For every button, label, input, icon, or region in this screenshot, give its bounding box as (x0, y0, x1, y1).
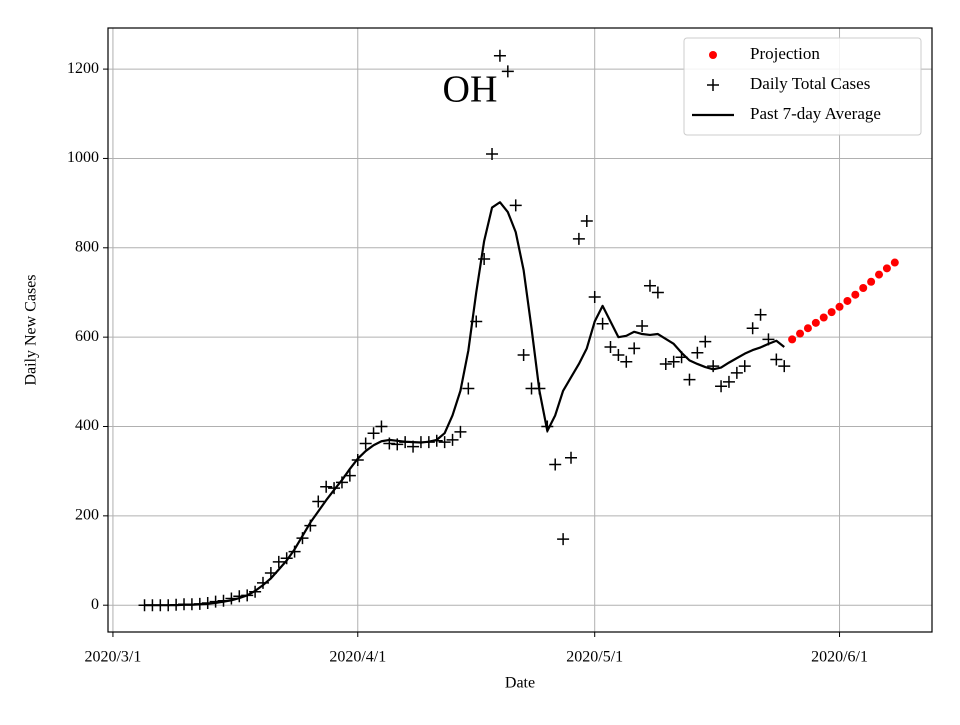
legend-label: Daily Total Cases (750, 74, 870, 93)
case-marker (517, 349, 530, 362)
case-marker (651, 286, 664, 299)
projection-point (803, 324, 812, 333)
case-marker (493, 49, 506, 62)
case-marker (746, 322, 759, 335)
y-tick-label: 600 (75, 328, 99, 345)
x-tick-label: 2020/3/1 (84, 649, 141, 666)
case-marker (580, 214, 593, 227)
y-tick-label: 1200 (67, 60, 99, 77)
x-tick-label: 2020/5/1 (566, 649, 623, 666)
plot-frame (107, 27, 933, 633)
projection-point (890, 258, 899, 267)
projection-point (851, 290, 860, 299)
x-tick-label: 2020/4/1 (329, 649, 386, 666)
case-marker (280, 552, 293, 565)
case-marker (375, 420, 388, 433)
projection-point (811, 318, 820, 327)
case-marker (683, 373, 696, 386)
x-tick-label: 2020/6/1 (811, 649, 868, 666)
projection-point (875, 270, 884, 279)
projection-point (867, 277, 876, 286)
y-tick-label: 0 (91, 596, 99, 613)
case-marker (486, 147, 499, 160)
case-marker (320, 480, 333, 493)
case-marker (367, 427, 380, 440)
case-marker (328, 482, 341, 495)
case-marker (612, 349, 625, 362)
case-marker (620, 355, 633, 368)
case-marker (454, 425, 467, 438)
case-marker (628, 342, 641, 355)
case-marker (699, 335, 712, 348)
legend-label: Projection (750, 44, 820, 63)
case-marker (604, 340, 617, 353)
annotation: OH (443, 69, 498, 111)
y-tick-label: 800 (75, 238, 99, 255)
case-marker (549, 458, 562, 471)
projection-point (835, 302, 844, 311)
case-marker (754, 308, 767, 321)
case-marker (778, 360, 791, 373)
case-marker (312, 495, 325, 508)
projection-point (819, 313, 828, 322)
case-marker (272, 555, 285, 568)
legend-label: Past 7-day Average (750, 104, 881, 123)
legend-box (683, 37, 922, 136)
average-line (144, 201, 785, 607)
projection-point (882, 264, 891, 273)
projection-point (788, 335, 797, 344)
projection-point (827, 308, 836, 317)
case-marker (588, 290, 601, 303)
case-marker (359, 437, 372, 450)
case-marker (770, 353, 783, 366)
case-marker (691, 346, 704, 359)
y-tick-label: 1000 (67, 149, 99, 166)
case-marker (667, 355, 680, 368)
y-axis-label: Daily New Cases (23, 274, 40, 385)
x-axis-label: Date (505, 675, 535, 692)
case-marker (501, 65, 514, 78)
case-marker (715, 380, 728, 393)
case-marker (446, 433, 459, 446)
case-marker (509, 199, 522, 212)
legend-symbol (709, 51, 717, 59)
case-marker (659, 357, 672, 370)
case-marker (730, 366, 743, 379)
case-marker (738, 360, 751, 373)
case-marker (596, 317, 609, 330)
y-tick-label: 200 (75, 507, 99, 524)
case-marker (565, 451, 578, 464)
legend: Projection Daily Total Cases Past 7-day Av… (683, 37, 922, 136)
case-marker (636, 319, 649, 332)
y-tick-label: 400 (75, 417, 99, 434)
case-marker (438, 436, 451, 449)
case-marker (462, 382, 475, 395)
projection-point (796, 329, 805, 338)
case-marker (643, 279, 656, 292)
projection-point (843, 296, 852, 305)
case-marker (557, 533, 570, 546)
case-marker (478, 252, 491, 265)
case-marker (572, 232, 585, 245)
case-marker (722, 375, 735, 388)
projection-point (859, 284, 868, 293)
legend-symbol (707, 79, 719, 91)
